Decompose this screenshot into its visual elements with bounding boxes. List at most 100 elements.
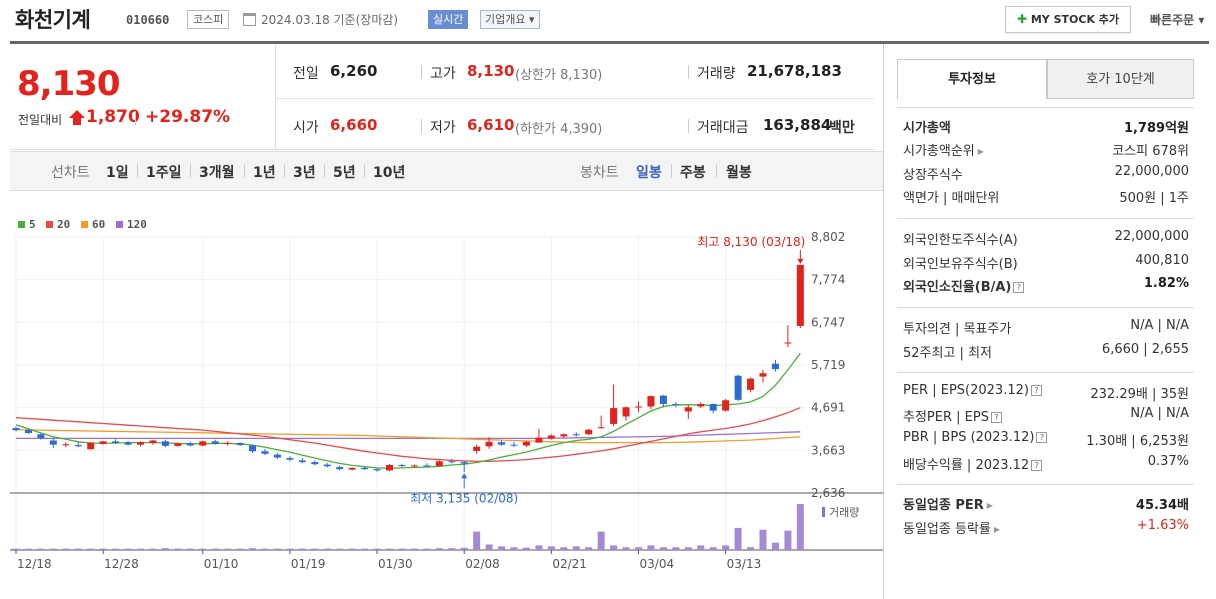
help-icon[interactable]: ? <box>1013 282 1025 293</box>
legend-swatch <box>81 221 88 228</box>
candle-body <box>112 441 120 444</box>
volume-bar <box>410 548 418 550</box>
divider <box>688 65 689 79</box>
volume-bar <box>137 548 144 550</box>
volume-bar <box>435 548 443 550</box>
candle-body <box>149 440 157 444</box>
volume-bar <box>224 548 232 550</box>
volume-label: 거래량 <box>829 506 859 519</box>
invest-info-key[interactable]: 동일업종 PER ▶ <box>903 498 993 513</box>
amount-value: 163,884 <box>763 116 832 134</box>
volume-bar <box>610 545 618 550</box>
candle-body <box>12 428 20 431</box>
invest-info-key[interactable]: 동일업종 등락률 ▶ <box>903 522 1001 537</box>
candle-body <box>796 264 804 326</box>
invest-info-key: 외국인보유주식수(B) <box>903 257 1018 272</box>
period-10y[interactable]: 10년 <box>373 165 406 181</box>
volume-bar <box>535 545 543 550</box>
realtime-button[interactable]: 실시간 <box>428 10 469 29</box>
company-info-dropdown[interactable]: 기업개요 ▾ <box>480 10 540 29</box>
candle-body <box>522 441 530 446</box>
quick-order-dropdown[interactable]: 빠른주문 ▾ <box>1150 13 1205 27</box>
volume-bar <box>261 548 269 550</box>
volume-bar <box>560 547 568 550</box>
invest-info-row: PBR | BPS (2023.12)? 1.30배 | 6,253원 <box>903 430 1189 450</box>
volume-bar <box>796 504 804 550</box>
invest-info-value: 6,660 | 2,655 <box>1101 342 1189 357</box>
invest-info-row: 투자의견 | 목표주가 N/A | N/A <box>903 318 1189 338</box>
volume-bar <box>498 546 506 550</box>
invest-info-row: 상장주식수 22,000,000 <box>903 164 1189 184</box>
candle-body <box>49 440 57 445</box>
invest-info-value: 1.82% <box>1143 276 1189 291</box>
candle-body <box>709 403 717 411</box>
help-icon[interactable]: ? <box>1036 432 1048 443</box>
invest-info-value: 22,000,000 <box>1114 229 1189 244</box>
chevron-right-icon[interactable]: ▶ <box>977 147 984 156</box>
candle-body <box>124 442 132 445</box>
candle-monthly[interactable]: 월봉 <box>726 165 752 181</box>
candle-body <box>236 443 244 446</box>
x-tick-label: 01/30 <box>378 557 413 571</box>
candle-body <box>211 441 219 444</box>
candle-body <box>684 407 692 412</box>
line-chart-label: 선차트 <box>51 165 90 181</box>
header-divider <box>10 41 1209 44</box>
chevron-right-icon[interactable]: ▶ <box>986 501 993 510</box>
divider <box>284 164 285 178</box>
candle-body <box>510 444 518 446</box>
period-3y[interactable]: 3년 <box>293 165 316 181</box>
x-tick-label: 02/21 <box>552 557 587 571</box>
invest-info-row: 동일업종 등락률 ▶ +1.63% <box>903 518 1189 538</box>
divider <box>324 164 325 178</box>
y-tick-label: 7,774 <box>811 273 845 287</box>
period-1w[interactable]: 1주일 <box>146 165 182 181</box>
y-tick-label: 3,663 <box>811 443 845 457</box>
candle-weekly[interactable]: 주봉 <box>680 165 706 181</box>
legend-swatch <box>116 221 123 228</box>
open-value: 6,660 <box>330 116 378 134</box>
x-tick-label: 03/13 <box>727 557 762 571</box>
period-5y[interactable]: 5년 <box>333 165 356 181</box>
candle-body <box>784 342 792 344</box>
tab-orderbook[interactable]: 호가 10단계 <box>1047 59 1194 99</box>
help-icon[interactable]: ? <box>990 412 1002 423</box>
candle-body <box>286 457 294 460</box>
invest-info-key[interactable]: 외국인소진율(B/A)? <box>903 276 1025 295</box>
volume-bar <box>448 548 456 550</box>
invest-info-key: 시가총액 <box>903 121 951 136</box>
candle-body <box>448 461 456 463</box>
help-icon[interactable]: ? <box>1031 460 1043 471</box>
volume-bar <box>286 548 294 550</box>
period-1d[interactable]: 1일 <box>106 165 129 181</box>
invest-info-key[interactable]: PBR | BPS (2023.12)? <box>903 430 1048 445</box>
invest-info-key[interactable]: 배당수익률 | 2023.12? <box>903 454 1043 473</box>
high-value: 8,130 <box>467 62 515 80</box>
divider <box>276 98 874 99</box>
invest-info-value: 232.29배 | 35원 <box>1090 387 1189 402</box>
divider <box>135 111 136 125</box>
candle-body <box>298 460 306 463</box>
invest-info-key[interactable]: 추정PER | EPS? <box>903 406 1002 425</box>
tab-invest-info[interactable]: 투자정보 <box>897 59 1047 99</box>
add-mystock-button[interactable]: ✚ MY STOCK 추가 <box>1005 6 1131 33</box>
invest-info-key[interactable]: PER | EPS(2023.12)? <box>903 383 1042 398</box>
up-arrow-icon <box>69 110 85 118</box>
volume-bar <box>112 548 120 550</box>
chevron-right-icon[interactable]: ▶ <box>993 525 1001 534</box>
candle-body <box>597 427 605 429</box>
candle-body <box>261 451 269 454</box>
period-toolbar <box>10 151 883 191</box>
candle-daily[interactable]: 일봉 <box>636 165 662 181</box>
period-3m[interactable]: 3개월 <box>199 165 235 181</box>
invest-info-key[interactable]: 시가총액순위 ▶ <box>903 144 984 159</box>
price-chart[interactable]: 5 20 60 1208,8027,7746,7475,7194,6913,6632,… <box>10 205 883 595</box>
change-value: 1,870 <box>86 107 140 127</box>
market-badge: 코스피 <box>187 10 230 29</box>
help-icon[interactable]: ? <box>1030 385 1042 396</box>
divider <box>716 164 717 178</box>
volume-bar <box>547 546 555 550</box>
candle-body <box>361 467 369 470</box>
period-1y[interactable]: 1년 <box>253 165 276 181</box>
section-divider <box>897 218 1194 219</box>
